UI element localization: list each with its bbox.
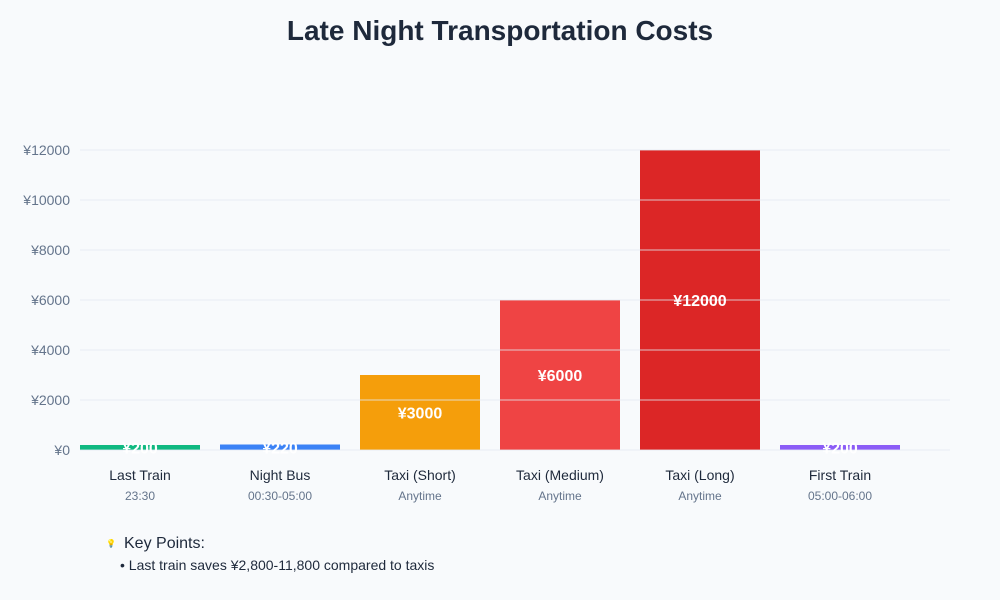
x-tick-label: Night Bus bbox=[250, 467, 311, 483]
chart-title: Late Night Transportation Costs bbox=[287, 15, 713, 46]
bar-value-label: ¥220 bbox=[262, 440, 298, 457]
bar bbox=[80, 445, 200, 450]
x-tick-sublabel: 23:30 bbox=[125, 489, 155, 503]
x-tick-sublabel: Anytime bbox=[398, 489, 442, 503]
x-tick-label: Taxi (Medium) bbox=[516, 467, 604, 483]
x-tick-label: Last Train bbox=[109, 467, 170, 483]
x-tick-sublabel: 05:00-06:00 bbox=[808, 489, 872, 503]
bar-value-label: ¥3000 bbox=[398, 406, 443, 423]
bar-value-label: ¥200 bbox=[822, 441, 858, 458]
y-tick-label: ¥4000 bbox=[30, 342, 70, 358]
key-points: 💡 Key Points: • Last train saves ¥2,800-1… bbox=[106, 535, 434, 573]
y-tick-label: ¥0 bbox=[53, 442, 70, 458]
bar bbox=[780, 445, 900, 450]
y-tick-label: ¥10000 bbox=[22, 192, 70, 208]
y-tick-label: ¥6000 bbox=[30, 292, 70, 308]
key-points-heading: Key Points: bbox=[124, 535, 205, 552]
y-tick-label: ¥8000 bbox=[30, 242, 70, 258]
bar bbox=[500, 300, 620, 450]
x-tick-label: First Train bbox=[809, 467, 871, 483]
x-tick-sublabel: Anytime bbox=[538, 489, 582, 503]
bar-value-label: ¥12000 bbox=[673, 293, 726, 310]
bar-value-label: ¥6000 bbox=[538, 368, 583, 385]
x-tick-label: Taxi (Long) bbox=[665, 467, 734, 483]
lightbulb-icon: 💡 bbox=[106, 539, 116, 549]
x-tick-label: Taxi (Short) bbox=[384, 467, 456, 483]
y-tick-label: ¥2000 bbox=[30, 392, 70, 408]
key-point-item: • Last train saves ¥2,800-11,800 compare… bbox=[120, 557, 435, 573]
bar-value-label: ¥200 bbox=[122, 441, 158, 458]
x-tick-sublabel: Anytime bbox=[678, 489, 722, 503]
bar bbox=[360, 375, 480, 450]
y-tick-label: ¥12000 bbox=[22, 142, 70, 158]
x-tick-sublabel: 00:30-05:00 bbox=[248, 489, 312, 503]
bar bbox=[220, 444, 340, 450]
